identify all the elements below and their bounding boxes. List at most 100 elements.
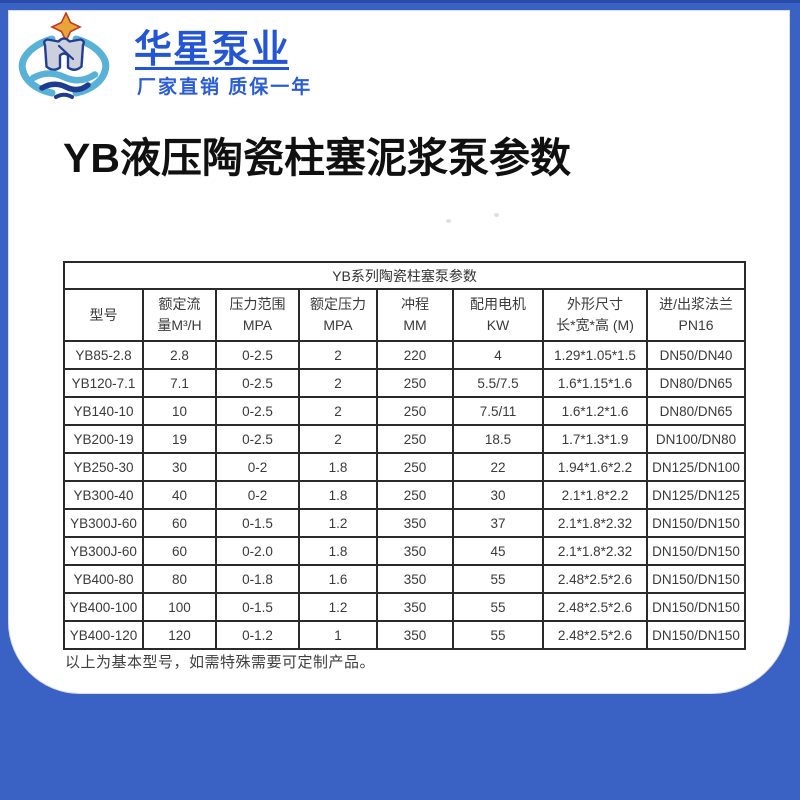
- table-cell: YB85-2.8: [63, 340, 144, 370]
- table-cell: 1.94*1.6*2.2: [542, 452, 648, 482]
- table-cell: 2: [298, 340, 378, 370]
- table-cell: 350: [376, 508, 454, 538]
- col-header-model: 型号: [63, 288, 144, 342]
- table-row: YB85-2.8 2.8 0-2.5 2 220 4 1.29*1.05*1.5 DN50/D…: [63, 340, 747, 370]
- table-cell: 0-2.5: [215, 368, 300, 398]
- col-header-line: PN16: [678, 317, 714, 333]
- table-cell: 250: [376, 480, 454, 510]
- table-cell: 0-1.2: [215, 620, 300, 650]
- table-cell: 1.6: [298, 564, 378, 594]
- frame-top-edge: [0, 0, 800, 3]
- wave-light-icon: [29, 70, 99, 84]
- table-cell: 55: [452, 592, 544, 622]
- table-cell: YB400-120: [63, 620, 144, 650]
- table-row: YB140-10 10 0-2.5 2 250 7.5/11 1.6*1.2*1.6 DN80…: [63, 396, 747, 426]
- table-cell: 0-2: [215, 452, 300, 482]
- table-cell: 10: [142, 396, 217, 426]
- table-cell: 2.48*2.5*2.6: [542, 620, 648, 650]
- table-cell: 60: [142, 536, 217, 566]
- table-cell: 55: [452, 620, 544, 650]
- table-cell: 250: [376, 452, 454, 482]
- table-cell: 2: [298, 424, 378, 454]
- table-cell: 5.5/7.5: [452, 368, 544, 398]
- table-cell: 19: [142, 424, 217, 454]
- table-row: YB400-120 120 0-1.2 1 350 55 2.48*2.5*2.6 DN150…: [63, 620, 747, 650]
- col-header-line: 配用电机: [470, 296, 526, 312]
- table-cell: YB140-10: [63, 396, 144, 426]
- speck-artifact: [446, 219, 451, 223]
- table-cell: DN100/DN80: [645, 424, 747, 454]
- speck-artifact: [494, 213, 499, 217]
- table-cell: 22: [452, 452, 544, 482]
- table-cell: 80: [142, 564, 217, 594]
- table-cell: 2: [298, 368, 378, 398]
- table-cell: 40: [142, 480, 217, 510]
- table-caption-row: YB系列陶瓷柱塞泵参数: [62, 261, 747, 290]
- pump-body-icon: [42, 37, 86, 71]
- col-header-line: 量M³/H: [157, 317, 202, 333]
- table-header-row: 型号 额定流 量M³/H 压力范围 MPA 额定压力 MPA: [63, 288, 747, 342]
- table-row: YB200-19 19 0-2.5 2 250 18.5 1.7*1.3*1.9 DN100/…: [63, 424, 747, 454]
- table-cell: DN150/DN150: [645, 592, 747, 622]
- table-cell: 2.1*1.8*2.2: [542, 480, 648, 510]
- table-row: YB300-40 40 0-2 1.8 250 30 2.1*1.8*2.2 DN125/DN…: [63, 480, 747, 510]
- table-cell: 1.2: [298, 592, 378, 622]
- table-cell: 2.1*1.8*2.32: [542, 536, 648, 566]
- table-cell: 1.29*1.05*1.5: [542, 340, 648, 370]
- page-title: YB液压陶瓷柱塞泥浆泵参数: [63, 135, 571, 181]
- wave-small-icon: [54, 92, 74, 99]
- table-cell: 1.8: [298, 536, 378, 566]
- col-header-line: 型号: [89, 306, 118, 323]
- wave-navy-icon: [39, 81, 91, 93]
- col-header-rated-pressure: 额定压力 MPA: [298, 288, 378, 342]
- table-cell: 2.1*1.8*2.32: [542, 508, 648, 538]
- brand-divider: [135, 67, 289, 70]
- table-cell: 45: [452, 536, 544, 566]
- table-cell: 0-2: [215, 480, 300, 510]
- table-cell: 1: [298, 620, 378, 650]
- table-cell: YB400-100: [63, 592, 144, 622]
- spec-table-wrap: YB系列陶瓷柱塞泵参数 型号 额定流 量M³/H 压力范围 MPA: [62, 261, 747, 650]
- table-cell: 250: [376, 424, 454, 454]
- table-cell: 1.8: [298, 480, 378, 510]
- table-cell: 2: [298, 396, 378, 426]
- col-header-line: KW: [486, 317, 510, 333]
- table-cell: 0-2.5: [215, 396, 300, 426]
- table-cell: 55: [452, 564, 544, 594]
- col-header-line: 额定流: [158, 296, 201, 312]
- table-cell: 30: [142, 452, 217, 482]
- table-row: YB400-80 80 0-1.8 1.6 350 55 2.48*2.5*2.6 DN150…: [63, 564, 747, 594]
- col-header-line: 冲程: [401, 296, 429, 312]
- table-cell: 0-1.5: [215, 508, 300, 538]
- col-header-line: 进/出浆法兰: [659, 296, 733, 312]
- col-header-line: 额定压力: [310, 296, 366, 312]
- table-cell: 18.5: [452, 424, 544, 454]
- col-header-motor: 配用电机 KW: [452, 288, 544, 342]
- table-cell: DN50/DN40: [645, 340, 747, 370]
- table-cell: 0-1.5: [215, 592, 300, 622]
- col-header-pressure-range: 压力范围 MPA: [215, 288, 300, 342]
- table-cell: 250: [376, 368, 454, 398]
- table-cell: DN125/DN100: [645, 452, 747, 482]
- table-cell: YB300J-60: [63, 536, 144, 566]
- table-row: YB300J-60 60 0-2.0 1.8 350 45 2.1*1.8*2.32 DN15…: [63, 536, 747, 566]
- table-cell: 120: [142, 620, 217, 650]
- table-cell: 2.48*2.5*2.6: [542, 592, 648, 622]
- table-cell: 0-2.5: [215, 424, 300, 454]
- content-card: 华星泵业 厂家直销 质保一年 YB液压陶瓷柱塞泥浆泵参数 YB系列陶瓷柱塞泵参数…: [8, 10, 790, 694]
- table-cell: YB400-80: [63, 564, 144, 594]
- col-header-flow: 额定流 量M³/H: [142, 288, 217, 342]
- table-cell: DN150/DN150: [645, 620, 747, 650]
- table-cell: 1.7*1.3*1.9: [542, 424, 648, 454]
- col-header-line: MM: [403, 317, 427, 333]
- col-header-line: MPA: [323, 317, 353, 333]
- col-header-flange: 进/出浆法兰 PN16: [645, 288, 747, 342]
- spec-table: YB系列陶瓷柱塞泵参数 型号 额定流 量M³/H 压力范围 MPA: [62, 261, 747, 650]
- table-cell: 250: [376, 396, 454, 426]
- col-header-line: MPA: [242, 317, 273, 333]
- table-cell: 2.48*2.5*2.6: [542, 564, 648, 594]
- table-cell: 100: [142, 592, 217, 622]
- col-header-stroke: 冲程 MM: [376, 288, 454, 342]
- table-cell: 350: [376, 620, 454, 650]
